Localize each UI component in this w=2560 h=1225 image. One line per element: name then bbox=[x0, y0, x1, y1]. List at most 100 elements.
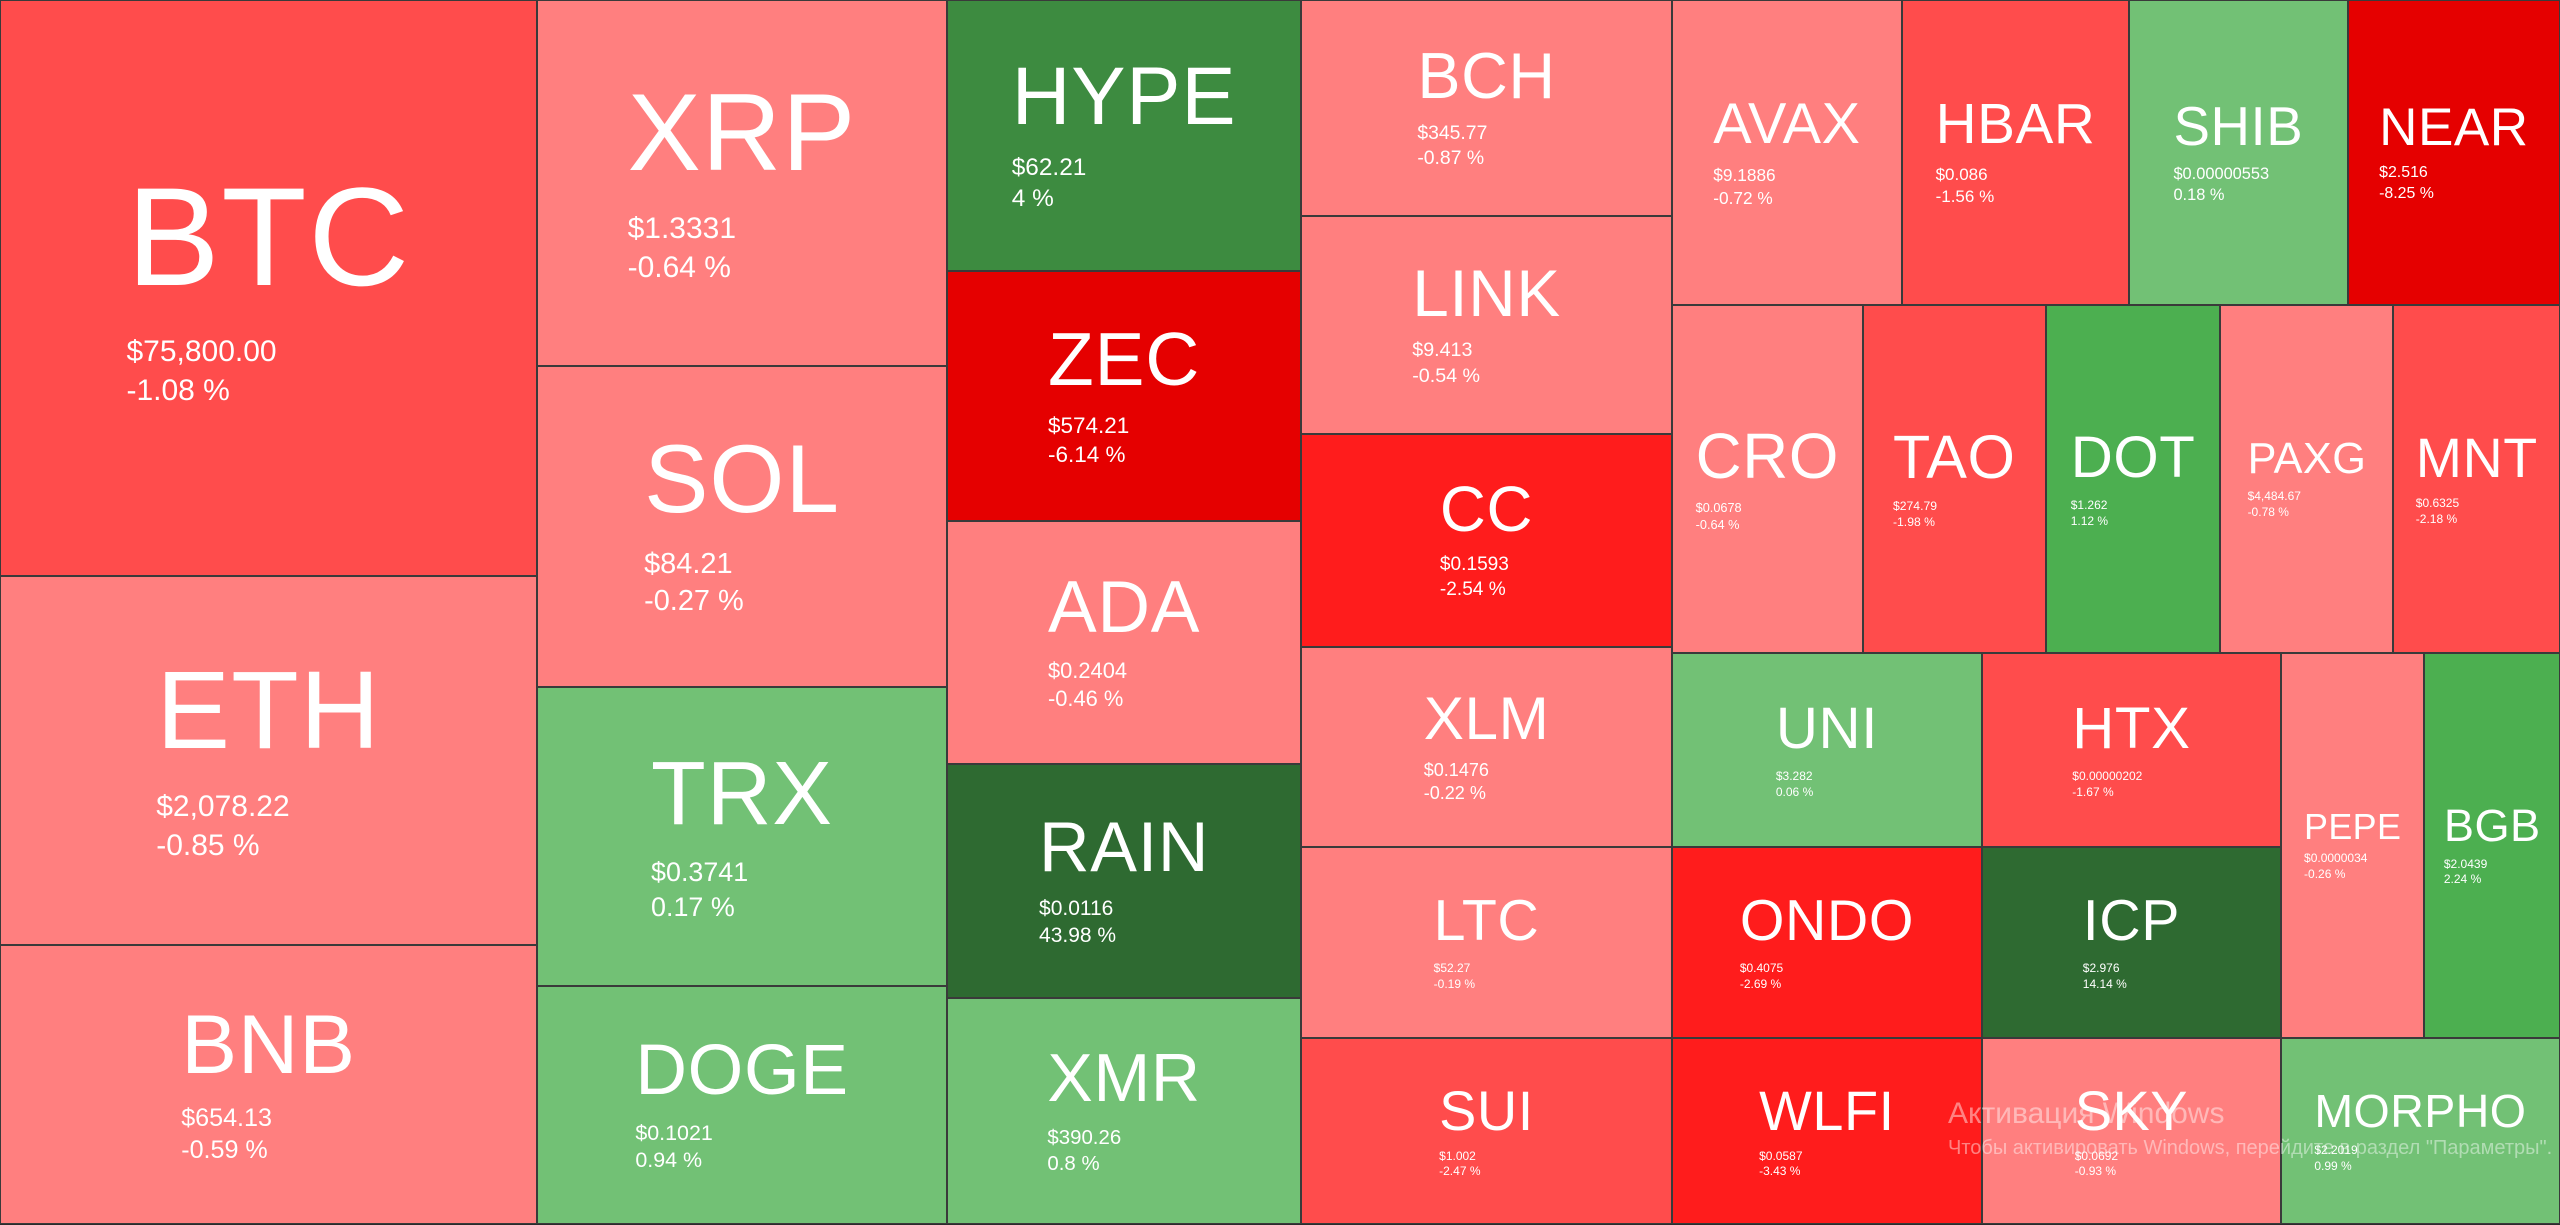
coin-price: $0.4075 bbox=[1739, 961, 1784, 976]
coin-price: $0.1593 bbox=[1439, 554, 1509, 576]
coin-tile: LINK $9.413 -0.54 % bbox=[1301, 215, 1672, 435]
coin-price: $0.1476 bbox=[1423, 759, 1489, 780]
coin-price: $2.2019 bbox=[2314, 1143, 2358, 1158]
coin-change: 14.14 % bbox=[2082, 976, 2127, 991]
coin-symbol: ETH bbox=[156, 649, 381, 773]
coin-price: $0.0678 bbox=[1695, 500, 1742, 516]
coin-change: -0.64 % bbox=[627, 250, 731, 284]
coin-change: -8.25 % bbox=[2379, 184, 2434, 202]
coin-change: 4 % bbox=[1011, 185, 1054, 213]
coin-price: $274.79 bbox=[1892, 499, 1938, 514]
tile-content: BTC $75,800.00 -1.08 % bbox=[126, 157, 411, 410]
coin-tile: TAO $274.79 -1.98 % bbox=[1862, 305, 2046, 654]
tile-content: WLFI $0.0587 -3.43 % bbox=[1759, 1083, 1895, 1180]
coin-symbol: XMR bbox=[1047, 1040, 1201, 1117]
coin-change: -1.56 % bbox=[1935, 187, 1995, 207]
coin-change: -0.85 % bbox=[156, 829, 260, 863]
coin-symbol: HYPE bbox=[1011, 50, 1237, 142]
coin-price: $0.6325 bbox=[2415, 496, 2460, 511]
coin-symbol: PAXG bbox=[2247, 435, 2367, 484]
coin-tile: DOGE $0.1021 0.94 % bbox=[537, 986, 947, 1225]
coin-tile: BTC $75,800.00 -1.08 % bbox=[0, 0, 538, 577]
tile-content: MNT $0.6325 -2.18 % bbox=[2415, 426, 2538, 528]
coin-tile: RAIN $0.0116 43.98 % bbox=[946, 764, 1302, 998]
coin-change: -2.18 % bbox=[2415, 511, 2458, 526]
coin-change: 1.12 % bbox=[2070, 513, 2109, 528]
tile-content: HYPE $62.21 4 % bbox=[1012, 56, 1237, 215]
coin-symbol: RAIN bbox=[1039, 808, 1210, 887]
coin-price: $4,484.67 bbox=[2247, 489, 2301, 504]
coin-symbol: DOGE bbox=[635, 1030, 849, 1111]
coin-change: -0.87 % bbox=[1417, 146, 1485, 169]
coin-tile: HBAR $0.086 -1.56 % bbox=[1902, 0, 2129, 306]
tile-content: DOT $1.262 1.12 % bbox=[2070, 428, 2196, 529]
coin-change: 43.98 % bbox=[1039, 924, 1117, 948]
coin-price: $2.976 bbox=[2082, 961, 2120, 976]
tile-content: SKY $0.0692 -0.93 % bbox=[2075, 1083, 2188, 1180]
tile-content: MORPHO $2.2019 0.99 % bbox=[2314, 1088, 2526, 1174]
coin-tile: PEPE $0.0000034 -0.26 % bbox=[2280, 653, 2425, 1039]
coin-tile: XMR $390.26 0.8 % bbox=[946, 997, 1302, 1225]
tile-content: TAO $274.79 -1.98 % bbox=[1893, 427, 2016, 531]
coin-symbol: BTC bbox=[126, 157, 411, 315]
coin-price: $0.00000202 bbox=[2072, 768, 2143, 783]
tile-content: ETH $2,078.22 -0.85 % bbox=[156, 656, 381, 865]
coin-change: -0.22 % bbox=[1423, 783, 1486, 804]
tile-content: BCH $345.77 -0.87 % bbox=[1417, 44, 1555, 171]
tile-content: UNI $3.282 0.06 % bbox=[1775, 699, 1878, 800]
tile-content: LTC $52.27 -0.19 % bbox=[1434, 893, 1540, 992]
tile-content: DOGE $0.1021 0.94 % bbox=[635, 1035, 848, 1175]
coin-tile: SOL $84.21 -0.27 % bbox=[537, 365, 947, 688]
coin-price: $1.262 bbox=[2070, 497, 2108, 512]
coin-tile: XRP $1.3331 -0.64 % bbox=[537, 0, 947, 366]
coin-change: -0.59 % bbox=[181, 1136, 268, 1165]
coin-tile: SHIB $0.00000553 0.18 % bbox=[2128, 0, 2348, 306]
coin-price: $0.2404 bbox=[1047, 658, 1128, 684]
coin-symbol: ADA bbox=[1047, 566, 1201, 648]
coin-change: -0.93 % bbox=[2074, 1164, 2117, 1179]
coin-tile: DOT $1.262 1.12 % bbox=[2045, 305, 2221, 654]
coin-tile: ICP $2.976 14.14 % bbox=[1982, 847, 2281, 1039]
coin-change: -2.47 % bbox=[1439, 1164, 1481, 1179]
tile-content: CC $0.1593 -2.54 % bbox=[1440, 478, 1533, 603]
tile-content: LINK $9.413 -0.54 % bbox=[1412, 256, 1561, 390]
coin-change: -0.19 % bbox=[1433, 976, 1476, 991]
coin-tile: MNT $0.6325 -2.18 % bbox=[2393, 305, 2560, 654]
coin-symbol: ZEC bbox=[1048, 317, 1201, 402]
coin-symbol: LINK bbox=[1412, 256, 1561, 330]
coin-tile: WLFI $0.0587 -3.43 % bbox=[1671, 1038, 1983, 1225]
coin-change: 0.99 % bbox=[2314, 1158, 2352, 1173]
coin-symbol: BCH bbox=[1417, 39, 1556, 113]
coin-symbol: XRP bbox=[627, 72, 857, 195]
coin-change: -0.46 % bbox=[1047, 686, 1124, 712]
coin-price: $3.282 bbox=[1775, 768, 1813, 783]
coin-price: $1.3331 bbox=[627, 211, 737, 245]
coin-symbol: HTX bbox=[2072, 696, 2191, 762]
coin-change: -1.98 % bbox=[1892, 515, 1935, 530]
tile-content: ONDO $0.4075 -2.69 % bbox=[1740, 893, 1914, 992]
coin-tile: NEAR $2.516 -8.25 % bbox=[2347, 0, 2560, 306]
coin-price: $0.00000553 bbox=[2173, 164, 2270, 183]
coin-price: $0.0116 bbox=[1039, 896, 1114, 920]
coin-change: -0.54 % bbox=[1412, 364, 1481, 387]
tile-content: PEPE $0.0000034 -0.26 % bbox=[2304, 805, 2402, 883]
coin-symbol: MNT bbox=[2415, 426, 2538, 489]
coin-price: $390.26 bbox=[1047, 1126, 1122, 1149]
coin-change: -1.08 % bbox=[126, 373, 230, 407]
coin-tile: LTC $52.27 -0.19 % bbox=[1301, 847, 1672, 1039]
tile-content: BNB $654.13 -0.59 % bbox=[181, 1002, 356, 1167]
coin-symbol: PEPE bbox=[2304, 805, 2402, 847]
coin-symbol: BGB bbox=[2443, 800, 2541, 852]
coin-change: 0.17 % bbox=[651, 891, 735, 922]
coin-change: -3.43 % bbox=[1759, 1164, 1801, 1179]
tile-content: SOL $84.21 -0.27 % bbox=[644, 431, 840, 621]
coin-symbol: AVAX bbox=[1713, 92, 1861, 157]
coin-price: $0.3741 bbox=[651, 856, 749, 887]
coin-change: 2.24 % bbox=[2443, 872, 2482, 887]
coin-change: -0.26 % bbox=[2304, 866, 2346, 881]
watermark: Активация Windows Чтобы активировать Win… bbox=[1948, 1097, 2552, 1160]
watermark-text: Чтобы активировать Windows, перейдите в … bbox=[1948, 1137, 2553, 1159]
tile-content: NEAR $2.516 -8.25 % bbox=[2379, 101, 2529, 205]
coin-tile: HYPE $62.21 4 % bbox=[946, 0, 1302, 272]
